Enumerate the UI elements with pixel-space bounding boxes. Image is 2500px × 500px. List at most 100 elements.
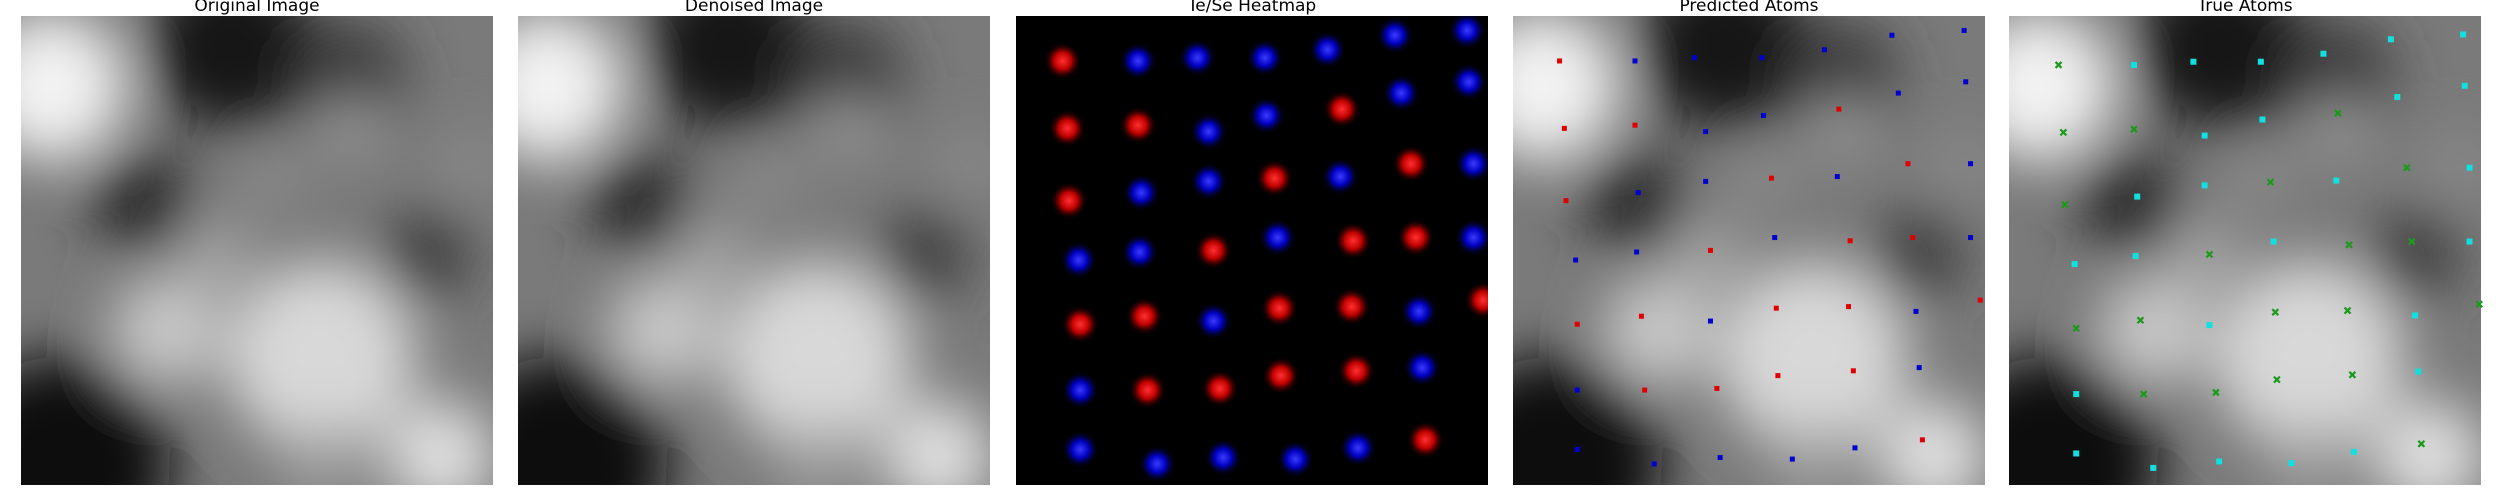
true-atom xyxy=(2333,177,2340,184)
heatmap-spot xyxy=(1403,348,1442,387)
heatmap-spot xyxy=(1178,38,1217,77)
predicted-atom xyxy=(1889,32,1895,38)
predicted-atom xyxy=(1846,304,1852,310)
true-atom xyxy=(2417,440,2426,448)
true-atom xyxy=(2130,125,2138,133)
predicted-atom xyxy=(1916,365,1922,371)
heatmap-spot xyxy=(1322,90,1361,129)
predicted-atom xyxy=(1635,190,1641,196)
panel-title: True Atoms xyxy=(2196,0,2292,16)
heatmap-spot xyxy=(1204,438,1243,477)
heatmap-spot xyxy=(1247,96,1286,135)
stm-image xyxy=(1939,0,2494,500)
predicted-atom xyxy=(1703,129,1709,135)
predicted-atom xyxy=(1834,174,1840,180)
true-atom xyxy=(2270,238,2277,245)
heatmap-spot xyxy=(1061,305,1100,344)
heatmap-spot xyxy=(1200,369,1239,408)
true-atom xyxy=(2132,253,2139,259)
heatmap-spot xyxy=(1338,428,1377,467)
predicted-atom xyxy=(1852,445,1858,451)
predicted-atom xyxy=(1910,235,1916,241)
true-atom xyxy=(2271,308,2280,316)
heatmap-spot xyxy=(1194,302,1233,341)
heatmap-spot xyxy=(1375,16,1414,55)
panel xyxy=(1443,0,1998,500)
predicted-atom xyxy=(1573,257,1579,263)
heatmap-spot xyxy=(1258,218,1297,257)
true-atom xyxy=(2348,371,2357,379)
heatmap-spot xyxy=(1061,371,1100,410)
true-atom xyxy=(2466,238,2473,245)
predicted-atom xyxy=(1563,198,1569,204)
true-atom xyxy=(2350,448,2357,455)
predicted-atom xyxy=(1772,235,1778,241)
heatmap-spot xyxy=(1061,430,1100,469)
panel-title: Te/Se Heatmap xyxy=(1187,0,1316,16)
heatmap-spot xyxy=(1261,356,1300,395)
stm-image xyxy=(1443,0,1998,500)
true-atom xyxy=(2415,368,2422,375)
true-atom xyxy=(2072,324,2080,333)
heatmap-spot xyxy=(1454,144,1488,183)
true-atom xyxy=(2466,164,2473,171)
predicted-atom xyxy=(1703,178,1709,184)
true-atom xyxy=(2461,82,2468,89)
true-atom xyxy=(2257,58,2264,65)
predicted-atom xyxy=(1961,27,1967,33)
predicted-atom xyxy=(1913,308,1919,314)
true-atom xyxy=(2054,61,2063,69)
predicted-atom xyxy=(1632,122,1638,128)
heatmap-spot xyxy=(1245,38,1284,77)
true-atom xyxy=(2394,94,2401,101)
heatmap-spot xyxy=(1120,233,1159,271)
true-atom xyxy=(2190,58,2197,65)
heatmap-spot xyxy=(1308,30,1347,69)
panel-title: Denoised Image xyxy=(685,0,823,16)
predicted-atom xyxy=(1759,55,1765,61)
heatmap-spot xyxy=(1399,292,1438,331)
heatmap-spot xyxy=(1189,162,1228,201)
true-atom xyxy=(2201,182,2208,189)
predicted-atom xyxy=(1634,249,1640,255)
true-atom xyxy=(2061,200,2069,209)
heatmap-spot xyxy=(1260,289,1299,328)
heatmap-spot xyxy=(1048,109,1087,148)
true-atom xyxy=(2216,458,2223,465)
true-atom xyxy=(2059,128,2068,137)
predicted-atom xyxy=(1574,387,1580,393)
true-atom xyxy=(2288,460,2295,467)
true-atom xyxy=(2407,237,2416,246)
heatmap-spot xyxy=(1119,106,1158,145)
heatmap-spot xyxy=(1276,440,1315,479)
heatmap-spot xyxy=(1396,218,1435,257)
predicted-atom xyxy=(1651,461,1657,467)
predicted-atom xyxy=(1968,235,1974,241)
predicted-atom xyxy=(1775,373,1781,379)
true-atom xyxy=(2460,31,2467,38)
predicted-atom xyxy=(1768,175,1774,181)
true-atom xyxy=(2205,250,2214,259)
heatmap-spot xyxy=(1255,159,1294,198)
heatmap-spots xyxy=(1043,16,1488,483)
heatmap-spot xyxy=(1125,297,1164,336)
heatmap-spot xyxy=(1337,351,1376,390)
stm-image xyxy=(448,0,1003,500)
heatmap-spot xyxy=(1138,444,1177,483)
panel xyxy=(0,0,506,500)
true-atom xyxy=(2139,390,2148,398)
predicted-atom xyxy=(1574,446,1580,452)
panel xyxy=(448,0,1003,500)
heatmap-spot xyxy=(1332,287,1371,326)
true-atom xyxy=(2343,306,2352,315)
predicted-atom xyxy=(1707,318,1713,324)
panel xyxy=(1016,16,1488,485)
stm-image xyxy=(0,0,506,500)
true-atom xyxy=(2266,178,2275,186)
true-atom xyxy=(2071,261,2078,268)
true-atom xyxy=(2212,388,2220,397)
predicted-atom xyxy=(1574,321,1580,327)
predicted-atom xyxy=(1638,313,1644,319)
true-atom xyxy=(2273,375,2281,384)
